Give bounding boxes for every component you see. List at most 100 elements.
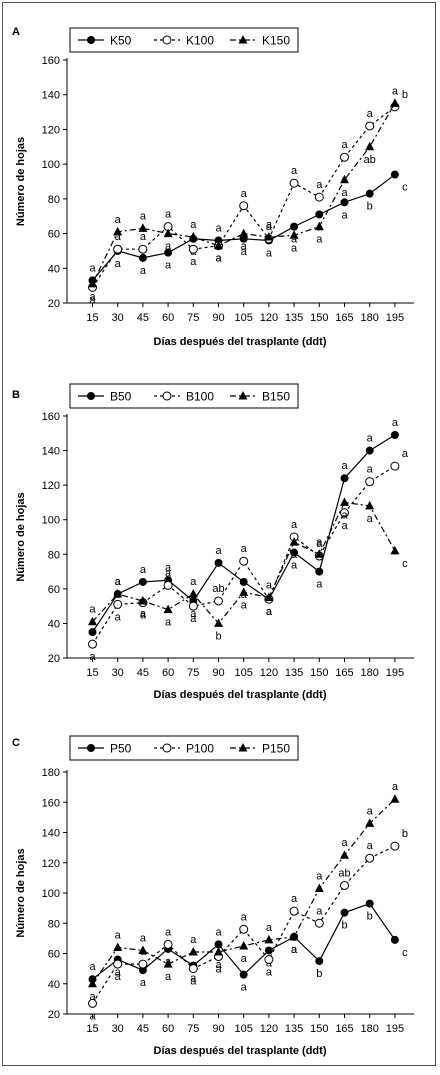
- data-point-k50: [365, 189, 374, 198]
- data-point-p50: [340, 908, 349, 917]
- x-tick-label: 30: [112, 312, 124, 324]
- x-tick-label: 105: [235, 1023, 253, 1035]
- significance-label: a: [140, 265, 147, 277]
- data-point-b150: [138, 595, 148, 605]
- data-point-b50: [365, 446, 374, 455]
- data-point-b50: [315, 567, 324, 576]
- significance-label: a: [115, 214, 122, 226]
- data-point-k100: [239, 201, 249, 211]
- legend-marker: [162, 391, 172, 401]
- data-point-b50: [138, 577, 147, 586]
- significance-label: a: [291, 519, 298, 531]
- data-point-b100: [365, 477, 375, 487]
- data-point-p150: [289, 931, 299, 941]
- x-tick-label: 75: [187, 1023, 199, 1035]
- significance-label: a: [89, 291, 96, 303]
- chart-panel-b: B 20 40 60 80 100 120 140 160 15 30 45 60 75 90 105 120 1…: [12, 383, 414, 701]
- significance-label: b: [215, 630, 221, 642]
- y-tick-label: 40: [48, 618, 60, 630]
- significance-label: a: [341, 209, 348, 221]
- data-point-k50: [315, 210, 324, 219]
- data-point-p100: [88, 998, 97, 1008]
- y-tick-label: 120: [42, 124, 60, 136]
- significance-label: a: [316, 870, 323, 882]
- y-tick-label: 120: [42, 858, 60, 870]
- significance-label: a: [266, 967, 273, 979]
- data-point-b100: [88, 639, 97, 649]
- y-tick-label: 80: [48, 549, 60, 561]
- legend-label: B100: [186, 390, 214, 404]
- significance-label: a: [115, 258, 122, 270]
- significance-label: a: [215, 926, 222, 938]
- significance-label: a: [190, 256, 197, 268]
- x-tick-label: 165: [335, 312, 353, 324]
- significance-label: a: [140, 608, 147, 620]
- significance-label: a: [291, 234, 298, 246]
- data-point-k100: [113, 244, 123, 254]
- significance-label: a: [392, 781, 399, 793]
- data-point-k150: [239, 228, 249, 238]
- x-tick-label: 105: [235, 667, 253, 679]
- significance-label: a: [392, 85, 399, 97]
- significance-label: a: [215, 253, 222, 265]
- data-point-b50: [214, 558, 223, 567]
- significance-label: a: [89, 604, 96, 616]
- significance-label: a: [291, 242, 298, 254]
- x-tick-label: 45: [137, 667, 149, 679]
- data-point-b50: [239, 577, 248, 586]
- y-tick-label: 160: [42, 797, 60, 809]
- significance-label: b: [367, 911, 373, 923]
- data-point-k150: [214, 240, 223, 250]
- data-point-k150: [365, 141, 375, 151]
- x-tick-label: 90: [212, 1023, 224, 1035]
- significance-label: a: [316, 179, 323, 191]
- data-point-k150: [113, 226, 123, 236]
- data-point-k100: [138, 244, 148, 254]
- data-point-p150: [264, 934, 274, 944]
- significance-label: b: [402, 89, 408, 101]
- x-tick-label: 135: [285, 667, 303, 679]
- significance-label: ab: [338, 867, 350, 879]
- significance-label: a: [165, 926, 172, 938]
- x-tick-label: 180: [361, 312, 379, 324]
- x-tick-label: 120: [260, 312, 278, 324]
- significance-label: a: [367, 464, 374, 476]
- legend-marker: [238, 743, 248, 752]
- significance-label: a: [341, 520, 348, 532]
- data-point-k50: [138, 253, 147, 262]
- x-tick-label: 165: [335, 667, 353, 679]
- legend-marker: [238, 35, 248, 44]
- y-axis-label: Número de hojas: [15, 137, 27, 226]
- significance-label: a: [291, 893, 298, 905]
- significance-label: a: [291, 560, 298, 572]
- significance-label: a: [392, 417, 399, 429]
- significance-label: a: [266, 580, 273, 592]
- legend: [69, 735, 299, 761]
- significance-label: a: [115, 611, 122, 623]
- significance-label: a: [367, 805, 374, 817]
- data-point-b50: [290, 548, 299, 557]
- panel-letter: A: [12, 26, 20, 38]
- panel-letter: B: [12, 389, 20, 401]
- x-tick-label: 150: [310, 667, 328, 679]
- x-tick-label: 120: [260, 1023, 278, 1035]
- significance-label: a: [241, 543, 248, 555]
- significance-label: a: [341, 509, 348, 521]
- y-tick-label: 140: [42, 90, 60, 102]
- data-point-p100: [163, 939, 173, 949]
- significance-label: a: [190, 576, 197, 588]
- data-point-p50: [138, 966, 147, 975]
- x-tick-label: 15: [86, 312, 98, 324]
- significance-label: b: [367, 201, 373, 213]
- x-tick-label: 60: [162, 667, 174, 679]
- significance-label: a: [266, 606, 273, 618]
- data-point-k150: [138, 223, 148, 232]
- significance-label: a: [266, 606, 273, 618]
- significance-label: a: [215, 223, 222, 235]
- data-point-b150: [188, 589, 198, 598]
- legend-label: K50: [110, 34, 132, 48]
- legend-label: P50: [110, 742, 132, 756]
- significance-label: a: [89, 991, 96, 1003]
- x-tick-label: 60: [162, 312, 174, 324]
- data-point-b150: [289, 537, 299, 546]
